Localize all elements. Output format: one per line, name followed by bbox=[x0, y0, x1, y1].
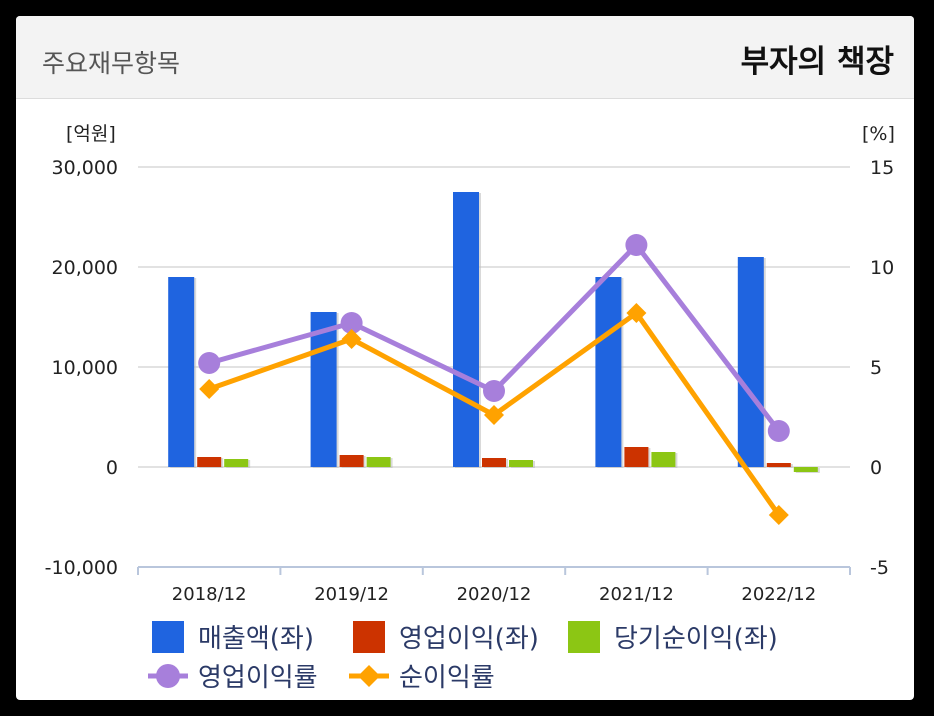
bar-0 bbox=[310, 312, 337, 467]
x-tick-label: 2018/12 bbox=[172, 584, 247, 605]
line-point bbox=[340, 312, 363, 334]
bar-2 bbox=[793, 467, 818, 472]
right-axis-unit: [%] bbox=[862, 123, 895, 145]
section-title: 주요재무항목 bbox=[42, 49, 181, 78]
x-tick-label: 2022/12 bbox=[741, 584, 816, 605]
line-point bbox=[483, 380, 505, 402]
legend-marker bbox=[358, 665, 380, 687]
x-tick-label: 2019/12 bbox=[314, 584, 389, 605]
legend-swatch bbox=[568, 621, 600, 653]
right-tick-label: 5 bbox=[870, 357, 882, 379]
legend-label: 순이익률 bbox=[399, 663, 495, 693]
bar-1 bbox=[482, 458, 506, 467]
brand-label: 부자의 책장 bbox=[740, 44, 894, 80]
legend-label: 매출액(좌) bbox=[198, 624, 314, 654]
line-point bbox=[198, 352, 221, 374]
bar-0 bbox=[168, 277, 195, 467]
left-tick-label: 30,000 bbox=[52, 157, 118, 179]
line-point bbox=[626, 303, 647, 323]
right-tick-label: 10 bbox=[870, 257, 894, 279]
left-tick-label: 10,000 bbox=[52, 357, 118, 379]
left-tick-label: -10,000 bbox=[45, 557, 118, 579]
legend-swatch bbox=[353, 621, 385, 653]
bar-0 bbox=[453, 192, 479, 467]
bar-1 bbox=[766, 463, 791, 467]
line-point bbox=[625, 234, 648, 256]
line-point bbox=[484, 405, 504, 425]
left-tick-label: 0 bbox=[106, 457, 118, 479]
line-point bbox=[341, 329, 362, 349]
line-point bbox=[768, 505, 789, 525]
bar-2 bbox=[509, 460, 533, 467]
legend-swatch bbox=[152, 621, 184, 653]
left-tick-label: 20,000 bbox=[52, 257, 118, 279]
bar-2 bbox=[651, 452, 676, 467]
x-tick-label: 2021/12 bbox=[599, 584, 674, 605]
card-header: 주요재무항목 부자의 책장 bbox=[16, 16, 914, 99]
x-tick-label: 2020/12 bbox=[457, 584, 532, 605]
legend-label: 영업이익률 bbox=[198, 663, 318, 693]
bar-2 bbox=[366, 457, 391, 467]
line-point bbox=[199, 379, 220, 399]
bar-0 bbox=[595, 277, 622, 467]
legend-marker bbox=[156, 664, 180, 688]
line-0 bbox=[208, 242, 781, 433]
right-tick-label: 15 bbox=[870, 157, 894, 179]
bar-2 bbox=[224, 459, 249, 467]
legend-label: 영업이익(좌) bbox=[399, 624, 539, 654]
bar-1 bbox=[339, 455, 364, 467]
bar-0 bbox=[737, 257, 764, 467]
right-tick-label: -5 bbox=[870, 557, 889, 579]
right-tick-label: 0 bbox=[870, 457, 882, 479]
line-point bbox=[767, 420, 790, 442]
bar-1 bbox=[624, 447, 649, 467]
left-axis-unit: [억원] bbox=[66, 123, 116, 145]
bar-1 bbox=[197, 457, 222, 467]
legend-label: 당기순이익(좌) bbox=[614, 624, 778, 654]
